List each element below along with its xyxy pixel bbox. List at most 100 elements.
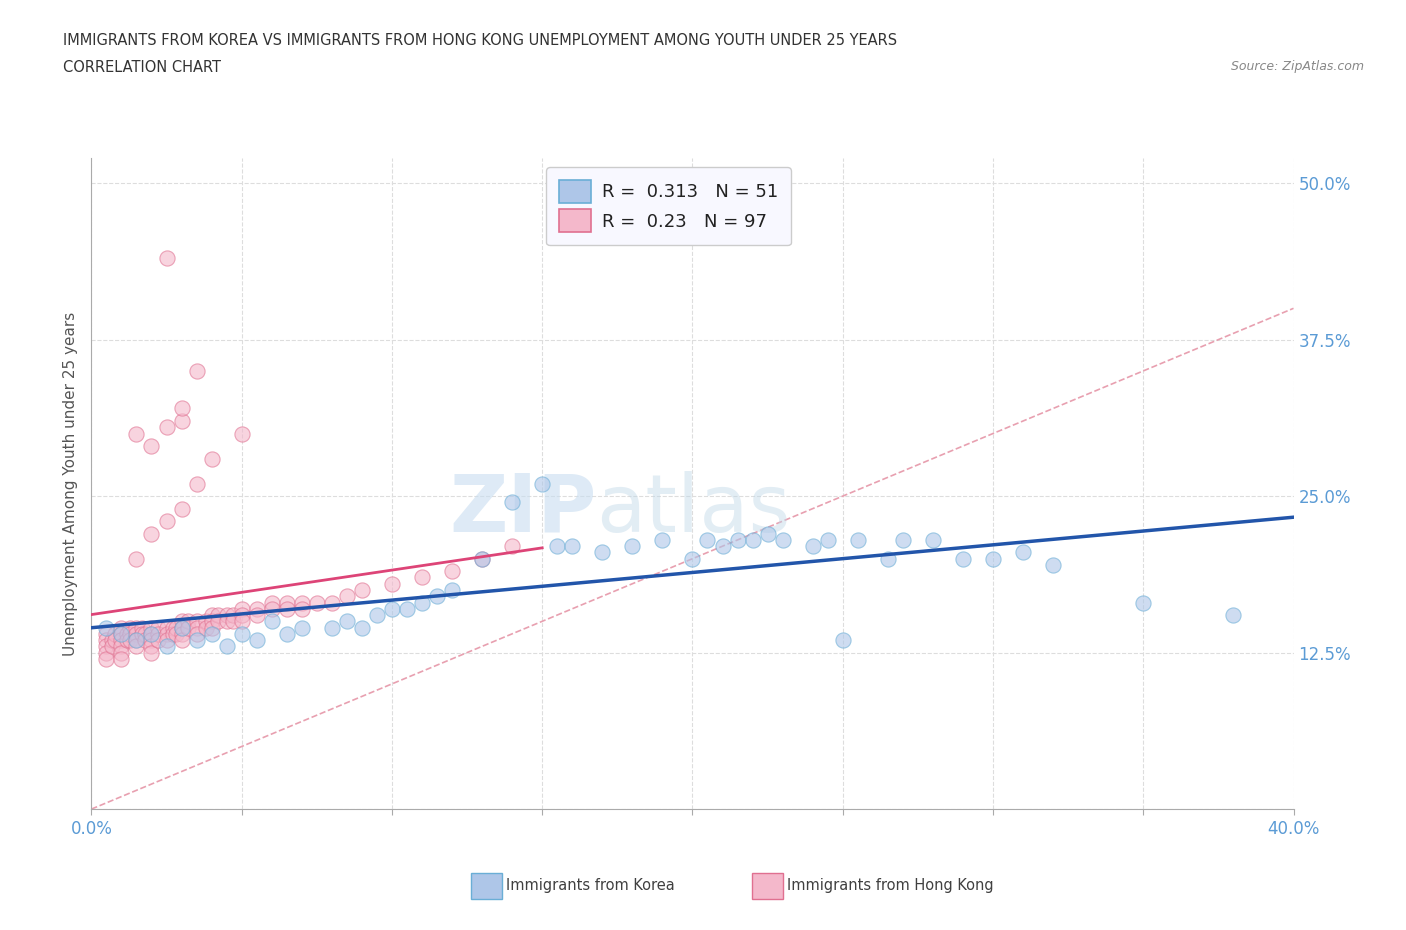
Point — [170, 627, 193, 642]
Point — [104, 627, 127, 642]
Point — [141, 627, 163, 642]
Point — [231, 602, 253, 617]
Point — [201, 451, 224, 466]
Point — [501, 495, 523, 510]
Point — [186, 364, 208, 379]
Point — [110, 620, 132, 635]
Point — [125, 620, 148, 635]
Point — [681, 551, 703, 566]
Point — [207, 614, 229, 629]
Point — [170, 414, 193, 429]
Point — [186, 620, 208, 635]
Text: Immigrants from Korea: Immigrants from Korea — [506, 878, 675, 893]
Point — [141, 639, 163, 654]
Point — [591, 545, 613, 560]
Point — [141, 439, 163, 454]
Point — [651, 533, 673, 548]
Point — [831, 632, 853, 647]
Point — [176, 620, 198, 635]
Point — [336, 614, 359, 629]
Point — [817, 533, 839, 548]
Point — [155, 632, 177, 647]
Point — [531, 476, 554, 491]
Point — [876, 551, 898, 566]
Point — [96, 651, 118, 666]
Point — [125, 627, 148, 642]
Point — [305, 595, 328, 610]
Point — [104, 632, 127, 647]
Point — [194, 620, 217, 635]
Point — [727, 533, 749, 548]
Point — [125, 632, 148, 647]
Point — [546, 538, 568, 553]
Point — [471, 551, 494, 566]
Point — [96, 645, 118, 660]
Text: ZIP: ZIP — [449, 471, 596, 549]
Point — [186, 476, 208, 491]
Point — [260, 595, 283, 610]
Point — [194, 614, 217, 629]
Point — [134, 632, 156, 647]
Point — [201, 607, 224, 622]
Point — [321, 595, 343, 610]
Point — [165, 620, 187, 635]
Point — [110, 651, 132, 666]
Point — [1042, 557, 1064, 572]
Point — [321, 620, 343, 635]
Point — [186, 632, 208, 647]
Point — [125, 426, 148, 441]
Text: Immigrants from Hong Kong: Immigrants from Hong Kong — [787, 878, 994, 893]
Point — [165, 627, 187, 642]
Point — [110, 627, 132, 642]
Point — [561, 538, 583, 553]
Point — [170, 614, 193, 629]
Point — [110, 645, 132, 660]
Point — [146, 627, 169, 642]
Point — [981, 551, 1004, 566]
Point — [231, 426, 253, 441]
Point — [162, 627, 184, 642]
Point — [141, 620, 163, 635]
Point — [96, 632, 118, 647]
Point — [117, 632, 139, 647]
Point — [291, 602, 314, 617]
Point — [141, 632, 163, 647]
Point — [231, 607, 253, 622]
Point — [186, 614, 208, 629]
Point — [186, 627, 208, 642]
Point — [155, 513, 177, 528]
Point — [891, 533, 914, 548]
Point — [411, 595, 433, 610]
Point — [336, 589, 359, 604]
Text: IMMIGRANTS FROM KOREA VS IMMIGRANTS FROM HONG KONG UNEMPLOYMENT AMONG YOUTH UNDE: IMMIGRANTS FROM KOREA VS IMMIGRANTS FROM… — [63, 33, 897, 47]
Point — [155, 627, 177, 642]
Point — [756, 526, 779, 541]
Point — [131, 627, 153, 642]
Point — [1012, 545, 1035, 560]
Point — [350, 582, 373, 597]
Point — [260, 614, 283, 629]
Point — [141, 645, 163, 660]
Point — [366, 607, 388, 622]
Point — [411, 570, 433, 585]
Point — [141, 526, 163, 541]
Point — [846, 533, 869, 548]
Point — [381, 577, 404, 591]
Point — [134, 627, 156, 642]
Point — [170, 620, 193, 635]
Point — [291, 595, 314, 610]
Text: CORRELATION CHART: CORRELATION CHART — [63, 60, 221, 75]
Point — [176, 614, 198, 629]
Point — [131, 620, 153, 635]
Point — [922, 533, 945, 548]
Point — [1222, 607, 1244, 622]
Point — [952, 551, 974, 566]
Y-axis label: Unemployment Among Youth under 25 years: Unemployment Among Youth under 25 years — [63, 312, 79, 656]
Point — [381, 602, 404, 617]
Point — [155, 251, 177, 266]
Point — [696, 533, 718, 548]
Point — [155, 419, 177, 434]
Point — [170, 401, 193, 416]
Point — [146, 632, 169, 647]
Point — [276, 602, 298, 617]
